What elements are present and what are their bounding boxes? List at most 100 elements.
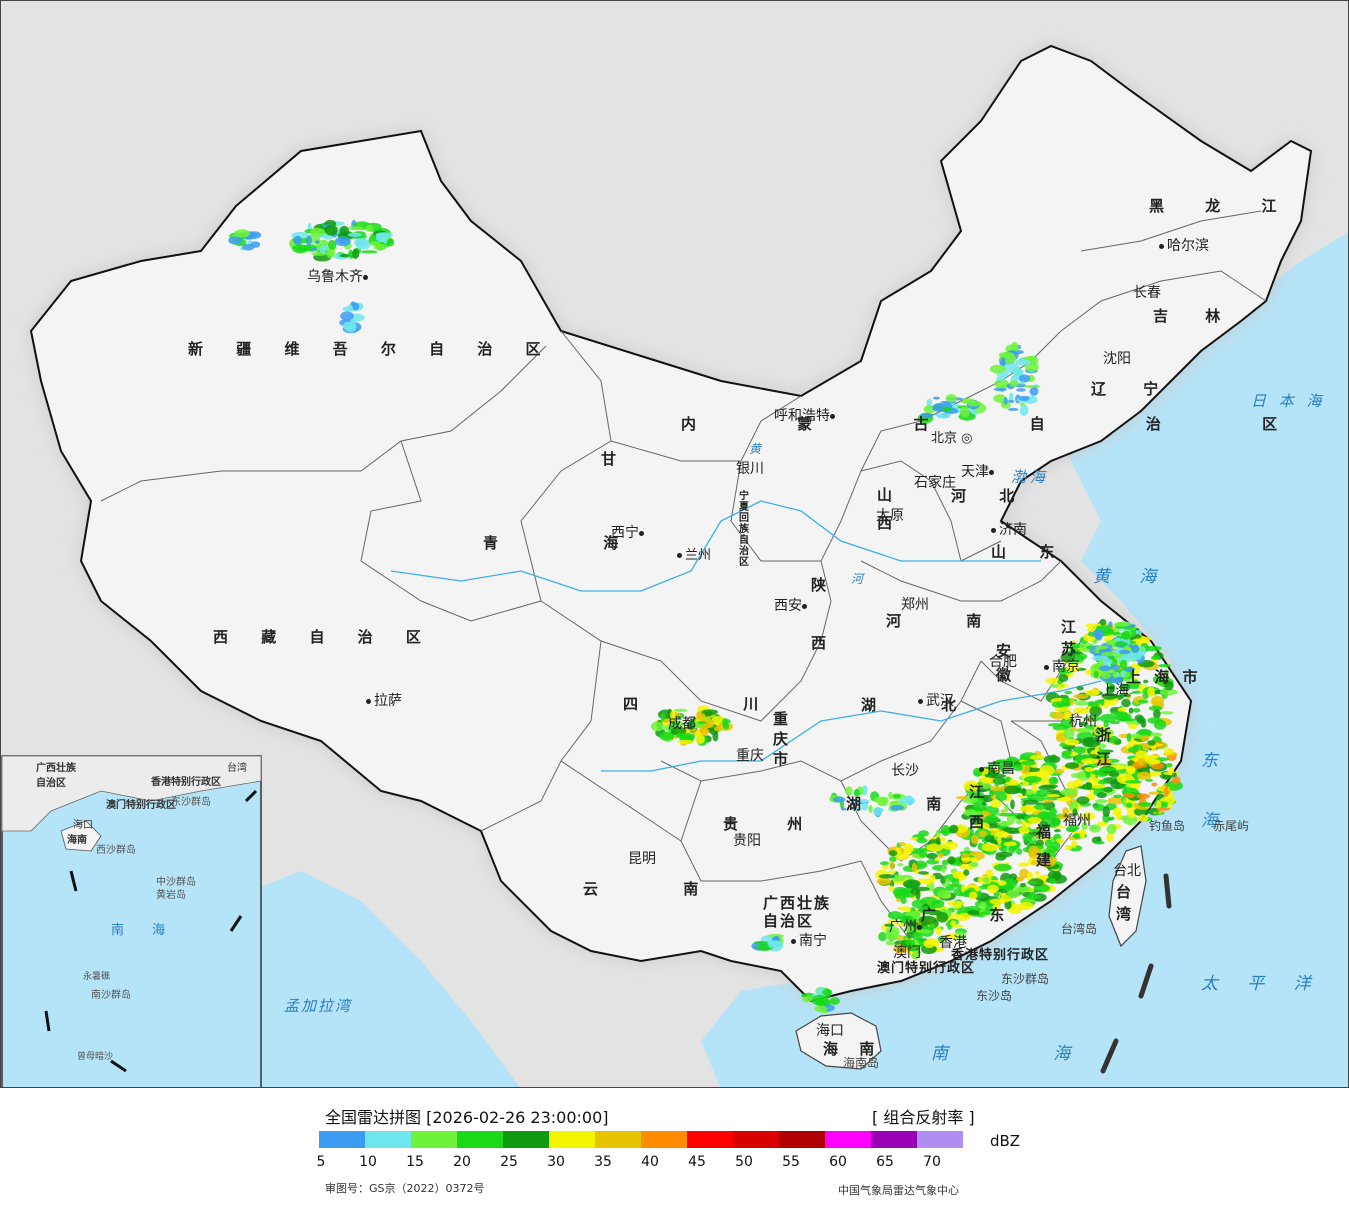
radar-echo	[969, 861, 979, 868]
radar-echo	[873, 796, 889, 804]
radar-echo	[1109, 664, 1121, 671]
radar-echo	[1166, 763, 1173, 768]
colorbar-swatch	[595, 1131, 641, 1148]
radar-echo	[1153, 709, 1161, 719]
radar-echo	[993, 863, 1012, 872]
radar-echo	[1063, 711, 1071, 721]
radar-echo	[1156, 807, 1171, 811]
radar-echo	[980, 777, 993, 784]
radar-echo	[1071, 640, 1076, 644]
colorbar-tick: 5	[316, 1154, 326, 1170]
radar-echo	[822, 989, 833, 996]
radar-echo	[915, 929, 932, 934]
radar-echo	[1058, 673, 1069, 683]
radar-echo	[1138, 647, 1144, 651]
radar-echo	[926, 843, 943, 852]
label-guangdong: 广 东	[921, 906, 1029, 924]
radar-echo	[937, 890, 951, 899]
radar-echo	[1164, 748, 1175, 755]
label-xinjiang: 新 疆 维 吾 尔 自 治 区	[188, 340, 555, 358]
radar-echo	[961, 857, 978, 862]
radar-echo	[348, 226, 363, 231]
radar-echo	[1113, 621, 1132, 627]
legend-panel	[0, 1088, 1349, 1208]
radar-echo	[1121, 670, 1126, 678]
radar-echo	[1103, 786, 1113, 793]
city-shanghai: 上海	[1101, 683, 1129, 699]
radar-echo	[968, 891, 978, 900]
radar-echo	[899, 796, 916, 805]
radar-echo	[1093, 804, 1106, 811]
radar-echo	[1001, 355, 1006, 367]
radar-echo	[373, 243, 387, 251]
radar-echo	[1081, 822, 1088, 830]
radar-echo	[994, 379, 1009, 389]
radar-echo	[1085, 689, 1100, 696]
radar-echo	[917, 906, 933, 913]
radar-echo	[1163, 785, 1169, 797]
label-xizang: 西 藏 自 治 区	[213, 628, 435, 646]
radar-echo	[947, 856, 956, 865]
label-south-sea: 南 海	[931, 1044, 1121, 1064]
label-ningxia: 宁夏回族自治区	[739, 491, 749, 568]
city-yinchuan: 银川	[736, 461, 764, 477]
label-henan: 河 南	[886, 612, 1012, 630]
radar-echo	[1071, 772, 1085, 779]
radar-echo	[292, 244, 307, 254]
legend-title: 全国雷达拼图 [2026-02-26 23:00:00]	[325, 1108, 609, 1127]
inset-hainan: 海南	[67, 835, 87, 846]
radar-echo	[1044, 839, 1053, 848]
city-kunming: 昆明	[628, 851, 656, 867]
inset-yongshu: 永暑礁	[83, 972, 111, 982]
radar-echo	[1064, 690, 1073, 695]
radar-echo	[1117, 655, 1134, 663]
city-xian: 西安	[774, 598, 810, 614]
rivers	[390, 500, 1102, 772]
colorbar-tick: 10	[359, 1154, 377, 1170]
radar-echo	[1106, 823, 1117, 835]
radar-echo	[1034, 871, 1040, 876]
radar-echo	[1061, 750, 1072, 757]
radar-echo	[1112, 672, 1118, 679]
radar-echo	[861, 802, 869, 811]
radar-echo	[335, 236, 351, 247]
label-bengal: 孟加拉湾	[284, 997, 353, 1015]
radar-echo	[961, 400, 976, 404]
radar-echo	[1045, 816, 1060, 828]
radar-map[interactable]: 新 疆 维 吾 尔 自 治 区 西 藏 自 治 区 青 海 甘 四 川 云 南 …	[0, 0, 1349, 1088]
radar-echo	[1087, 702, 1100, 707]
radar-echo	[1122, 793, 1135, 799]
colorbar-tick: 40	[641, 1154, 659, 1170]
radar-echo	[1016, 388, 1026, 392]
radar-echo	[1158, 664, 1171, 668]
radar-echo	[916, 837, 928, 844]
radar-echo	[1119, 683, 1131, 692]
radar-echo	[701, 709, 718, 715]
label-guizhou: 贵 州	[723, 815, 825, 833]
radar-echo	[1094, 841, 1105, 845]
radar-echo	[912, 930, 923, 942]
label-anhui: 安 徽	[996, 642, 1012, 684]
radar-echo	[989, 364, 1006, 374]
radar-echo	[319, 245, 327, 254]
radar-echo	[1114, 641, 1128, 647]
radar-echo	[952, 871, 964, 879]
inset-nansha: 南沙群岛	[91, 990, 131, 1001]
radar-echo	[936, 912, 949, 923]
radar-echo	[979, 901, 987, 910]
label-fujian: 福 建	[1036, 823, 1052, 869]
radar-echo	[242, 243, 255, 251]
radar-echo	[969, 815, 982, 825]
radar-echo	[995, 851, 1013, 858]
label-hubei: 湖 北	[861, 696, 987, 714]
radar-echo	[1102, 806, 1111, 817]
radar-echo	[234, 229, 251, 238]
radar-echo	[1150, 732, 1163, 737]
radar-echo	[1006, 889, 1020, 899]
colorbar-swatch	[549, 1131, 595, 1148]
city-hefei: 合肥	[989, 654, 1017, 670]
radar-echo	[1023, 776, 1042, 783]
radar-echo	[861, 785, 868, 796]
city-taibei: 台北	[1113, 863, 1141, 879]
radar-echo	[1153, 719, 1167, 730]
